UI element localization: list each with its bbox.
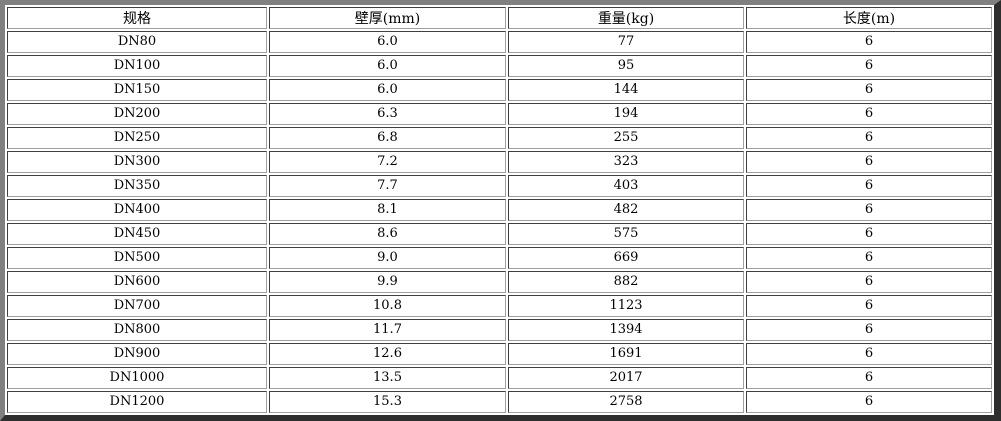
table-row: DN700 10.8 1123 6: [7, 295, 992, 317]
cell-spec: DN800: [7, 319, 267, 341]
cell-weight: 669: [508, 247, 744, 269]
cell-weight: 2758: [508, 391, 744, 413]
cell-wall-thickness: 11.7: [269, 319, 506, 341]
cell-weight: 77: [508, 31, 744, 53]
cell-weight: 194: [508, 103, 744, 125]
table-row: DN100 6.0 95 6: [7, 55, 992, 77]
cell-spec: DN300: [7, 151, 267, 173]
cell-weight: 323: [508, 151, 744, 173]
cell-length: 6: [746, 391, 992, 413]
cell-spec: DN700: [7, 295, 267, 317]
cell-wall-thickness: 6.0: [269, 31, 506, 53]
cell-spec: DN1200: [7, 391, 267, 413]
table-row: DN900 12.6 1691 6: [7, 343, 992, 365]
cell-length: 6: [746, 127, 992, 149]
cell-weight: 144: [508, 79, 744, 101]
cell-weight: 1123: [508, 295, 744, 317]
cell-weight: 95: [508, 55, 744, 77]
cell-length: 6: [746, 199, 992, 221]
cell-wall-thickness: 10.8: [269, 295, 506, 317]
cell-weight: 882: [508, 271, 744, 293]
cell-wall-thickness: 6.8: [269, 127, 506, 149]
table-row: DN400 8.1 482 6: [7, 199, 992, 221]
header-row: 规格 壁厚(mm) 重量(kg) 长度(m): [7, 7, 992, 29]
cell-spec: DN1000: [7, 367, 267, 389]
cell-length: 6: [746, 151, 992, 173]
cell-weight: 575: [508, 223, 744, 245]
table-row: DN600 9.9 882 6: [7, 271, 992, 293]
table-row: DN350 7.7 403 6: [7, 175, 992, 197]
cell-spec: DN200: [7, 103, 267, 125]
cell-weight: 482: [508, 199, 744, 221]
cell-length: 6: [746, 55, 992, 77]
table-row: DN1200 15.3 2758 6: [7, 391, 992, 413]
cell-length: 6: [746, 271, 992, 293]
cell-weight: 1691: [508, 343, 744, 365]
table-row: DN300 7.2 323 6: [7, 151, 992, 173]
cell-wall-thickness: 13.5: [269, 367, 506, 389]
header-length: 长度(m): [746, 7, 992, 29]
cell-wall-thickness: 6.0: [269, 55, 506, 77]
cell-wall-thickness: 6.3: [269, 103, 506, 125]
table-row: DN80 6.0 77 6: [7, 31, 992, 53]
cell-wall-thickness: 9.9: [269, 271, 506, 293]
cell-spec: DN350: [7, 175, 267, 197]
cell-weight: 2017: [508, 367, 744, 389]
table-row: DN200 6.3 194 6: [7, 103, 992, 125]
cell-spec: DN400: [7, 199, 267, 221]
table-row: DN1000 13.5 2017 6: [7, 367, 992, 389]
cell-spec: DN450: [7, 223, 267, 245]
table-row: DN500 9.0 669 6: [7, 247, 992, 269]
cell-wall-thickness: 15.3: [269, 391, 506, 413]
cell-spec: DN250: [7, 127, 267, 149]
cell-length: 6: [746, 295, 992, 317]
cell-length: 6: [746, 31, 992, 53]
header-weight: 重量(kg): [508, 7, 744, 29]
cell-wall-thickness: 8.6: [269, 223, 506, 245]
cell-length: 6: [746, 343, 992, 365]
cell-wall-thickness: 7.2: [269, 151, 506, 173]
header-spec: 规格: [7, 7, 267, 29]
cell-length: 6: [746, 367, 992, 389]
table-row: DN150 6.0 144 6: [7, 79, 992, 101]
table-row: DN800 11.7 1394 6: [7, 319, 992, 341]
cell-spec: DN900: [7, 343, 267, 365]
cell-length: 6: [746, 79, 992, 101]
header-wall-thickness: 壁厚(mm): [269, 7, 506, 29]
table-row: DN450 8.6 575 6: [7, 223, 992, 245]
cell-length: 6: [746, 247, 992, 269]
cell-spec: DN80: [7, 31, 267, 53]
cell-spec: DN150: [7, 79, 267, 101]
cell-length: 6: [746, 103, 992, 125]
cell-length: 6: [746, 319, 992, 341]
cell-wall-thickness: 12.6: [269, 343, 506, 365]
cell-spec: DN500: [7, 247, 267, 269]
cell-spec: DN100: [7, 55, 267, 77]
table-row: DN250 6.8 255 6: [7, 127, 992, 149]
cell-wall-thickness: 8.1: [269, 199, 506, 221]
cell-weight: 1394: [508, 319, 744, 341]
cell-weight: 255: [508, 127, 744, 149]
cell-spec: DN600: [7, 271, 267, 293]
cell-wall-thickness: 9.0: [269, 247, 506, 269]
cell-wall-thickness: 6.0: [269, 79, 506, 101]
cell-weight: 403: [508, 175, 744, 197]
cell-length: 6: [746, 223, 992, 245]
cell-length: 6: [746, 175, 992, 197]
cell-wall-thickness: 7.7: [269, 175, 506, 197]
